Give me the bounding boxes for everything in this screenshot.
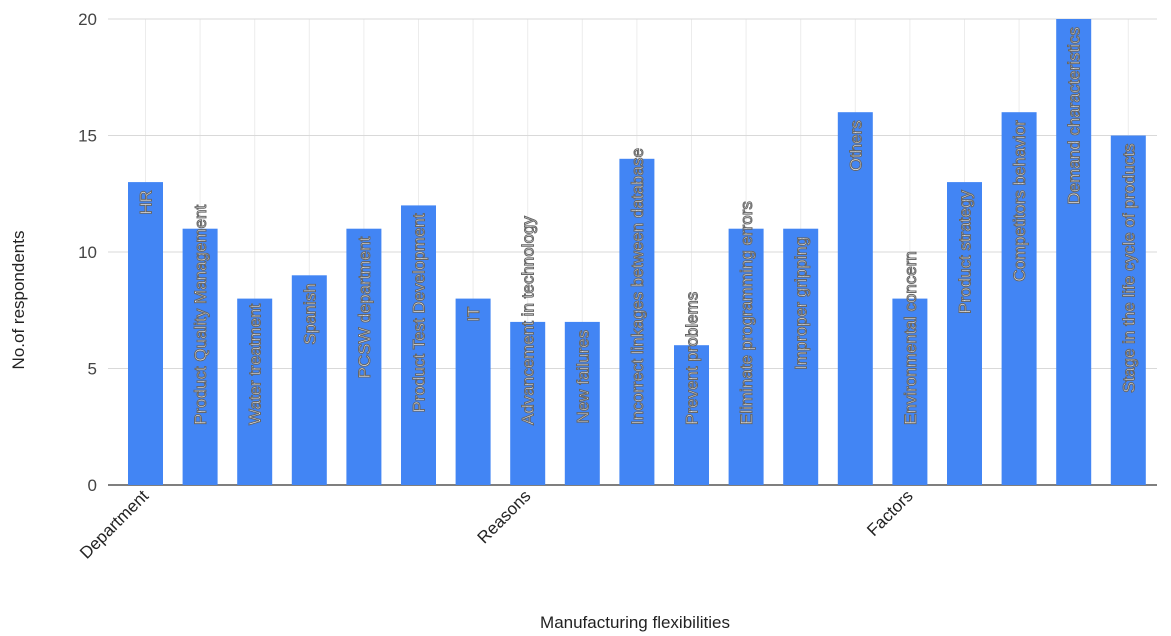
y-axis-title: No.of respondents (9, 231, 28, 370)
bar-label: Prevent problems (683, 292, 702, 425)
bar (892, 298, 928, 485)
bar (455, 298, 491, 485)
x-axis-title: Manufacturing flexibilities (540, 613, 730, 632)
bar-label: Stage in the life cycle of products (1119, 144, 1138, 393)
bar-label: PCSW department (355, 236, 374, 378)
bar-label: New failures (573, 330, 592, 424)
bars (128, 19, 1146, 486)
bar-label: Product Test Development (410, 213, 429, 412)
bar (947, 182, 982, 485)
bar-labels: HR Product Quality Management Water treatm… (136, 27, 1139, 426)
bar-label: HR (137, 190, 156, 215)
bar-label: Spanish (300, 283, 319, 344)
bar (182, 228, 218, 485)
bar-label: Demand characteristics (1065, 27, 1084, 205)
bar (564, 321, 600, 485)
bar-label: Improper gripping (792, 237, 811, 370)
y-tick-label: 0 (88, 476, 97, 495)
bar-label: Advancement in technology (519, 216, 538, 425)
x-group-label: Factors (863, 486, 917, 540)
bar-label: Incorrect linkages between database (628, 148, 647, 425)
bar (237, 298, 273, 485)
y-tick-label: 5 (88, 360, 97, 379)
x-axis-group-labels: Department Reasons Factors (76, 486, 917, 562)
bar (728, 228, 764, 485)
y-axis-ticks: 0 5 10 15 20 (78, 10, 97, 495)
bar (1110, 135, 1146, 485)
x-group-label: Department (76, 486, 152, 562)
y-tick-label: 15 (78, 127, 97, 146)
y-tick-label: 10 (78, 243, 97, 262)
bar (510, 321, 546, 485)
bar (346, 228, 382, 485)
bar (401, 205, 436, 485)
x-group-label: Reasons (474, 486, 535, 547)
bar-label: Water treatment (246, 303, 265, 425)
bar (1056, 19, 1092, 485)
bar (674, 345, 709, 485)
bar-label: Eliminate programming errors (737, 201, 756, 425)
bar (783, 228, 819, 485)
bar (128, 182, 163, 485)
bar (1001, 112, 1037, 485)
bar (619, 158, 655, 486)
y-tick-label: 20 (78, 10, 97, 29)
bar-label: Product strategy (956, 190, 975, 314)
bar-label: Others (846, 120, 865, 171)
bar-label: Competitors behavior (1010, 120, 1029, 282)
bar (291, 275, 327, 485)
bar-label: IT (464, 307, 483, 322)
bar-label: Product Quality Management (191, 205, 210, 425)
bar-label: Environmental concern (901, 251, 920, 425)
bar (837, 112, 873, 485)
